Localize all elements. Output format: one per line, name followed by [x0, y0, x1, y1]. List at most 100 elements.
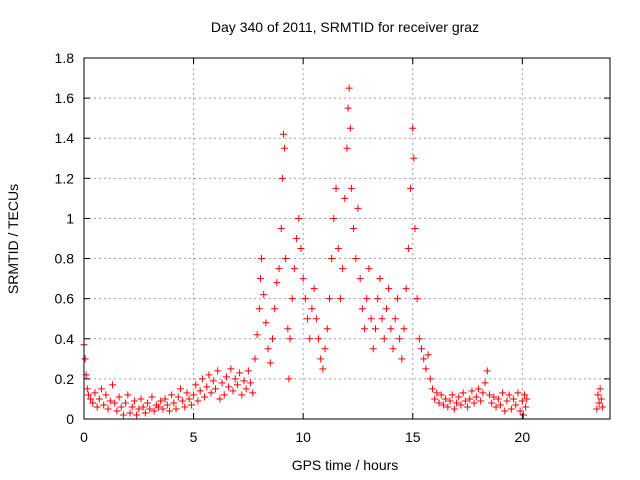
- data-point: [597, 395, 605, 403]
- data-point: [426, 375, 434, 383]
- data-point: [341, 194, 349, 202]
- y-tick-label: 0.4: [55, 331, 75, 347]
- y-tick-label: 1: [66, 210, 74, 226]
- data-point: [431, 395, 439, 403]
- data-point: [400, 325, 408, 333]
- data-point: [312, 315, 320, 323]
- data-point: [354, 204, 362, 212]
- data-point: [503, 397, 511, 405]
- data-point: [363, 295, 371, 303]
- data-point: [418, 345, 426, 353]
- data-point: [321, 345, 329, 353]
- data-point: [266, 359, 274, 367]
- data-point: [435, 399, 443, 407]
- data-point: [369, 345, 377, 353]
- data-point: [225, 383, 233, 391]
- data-point: [278, 174, 286, 182]
- data-point: [290, 265, 298, 273]
- data-point: [124, 391, 132, 399]
- data-point: [233, 381, 241, 389]
- data-point: [155, 403, 163, 411]
- data-point: [299, 275, 307, 283]
- data-point: [201, 393, 209, 401]
- data-point: [387, 325, 395, 333]
- data-point: [345, 84, 353, 92]
- data-point: [332, 184, 340, 192]
- data-point: [150, 407, 158, 415]
- data-point: [111, 399, 119, 407]
- data-point: [187, 401, 195, 409]
- data-point: [301, 295, 309, 303]
- data-point: [273, 279, 281, 287]
- data-point: [521, 391, 529, 399]
- data-point: [459, 389, 467, 397]
- data-point: [144, 399, 152, 407]
- data-point: [382, 305, 390, 313]
- data-point: [256, 275, 264, 283]
- data-point: [284, 325, 292, 333]
- data-point: [137, 395, 145, 403]
- y-tick-label: 1.6: [55, 90, 75, 106]
- data-point: [496, 401, 504, 409]
- data-point: [216, 395, 224, 403]
- data-point: [209, 377, 217, 385]
- data-point: [81, 355, 89, 363]
- y-tick-label: 1.8: [55, 50, 75, 66]
- data-point: [490, 393, 498, 401]
- data-point: [374, 295, 382, 303]
- data-point: [319, 365, 327, 373]
- data-point: [165, 407, 173, 415]
- data-point: [325, 295, 333, 303]
- data-point: [148, 393, 156, 401]
- data-point: [365, 265, 373, 273]
- data-point: [264, 345, 272, 353]
- plot-frame: [83, 57, 611, 420]
- data-point: [516, 407, 524, 415]
- data-point: [279, 130, 287, 138]
- data-point: [285, 375, 293, 383]
- data-point: [428, 385, 436, 393]
- data-point: [98, 385, 106, 393]
- data-point: [433, 389, 441, 397]
- data-point: [334, 245, 342, 253]
- data-point: [170, 399, 178, 407]
- x-axis-label: GPS time / hours: [292, 457, 399, 473]
- x-tick-label: 5: [190, 429, 198, 445]
- data-points: [80, 84, 606, 419]
- data-point: [168, 391, 176, 399]
- data-point: [466, 395, 474, 403]
- data-point: [255, 305, 263, 313]
- data-point: [472, 393, 480, 401]
- data-point: [212, 385, 219, 393]
- data-point: [361, 325, 369, 333]
- data-point: [593, 405, 601, 413]
- data-point: [464, 403, 472, 411]
- data-point: [83, 385, 91, 393]
- data-point: [398, 355, 406, 363]
- data-point: [159, 405, 167, 413]
- data-point: [507, 405, 515, 413]
- data-point: [198, 375, 206, 383]
- data-point: [450, 405, 458, 413]
- data-point: [207, 389, 215, 397]
- data-point: [424, 351, 432, 359]
- data-point: [330, 214, 338, 222]
- data-point: [317, 355, 325, 363]
- data-point: [347, 184, 355, 192]
- data-point: [444, 403, 452, 411]
- data-point: [268, 335, 276, 343]
- data-point: [323, 325, 331, 333]
- data-point: [91, 389, 99, 397]
- data-point: [174, 393, 182, 401]
- data-point: [306, 335, 314, 343]
- y-tick-label: 1.2: [55, 170, 75, 186]
- x-tick-label: 0: [80, 429, 88, 445]
- data-point: [282, 255, 290, 263]
- data-point: [461, 397, 469, 405]
- chart-title: Day 340 of 2011, SRMTID for receiver gra…: [211, 19, 479, 35]
- data-point: [229, 387, 237, 395]
- data-point: [315, 335, 323, 343]
- y-tick-label: 0.6: [55, 291, 75, 307]
- data-point: [371, 325, 379, 333]
